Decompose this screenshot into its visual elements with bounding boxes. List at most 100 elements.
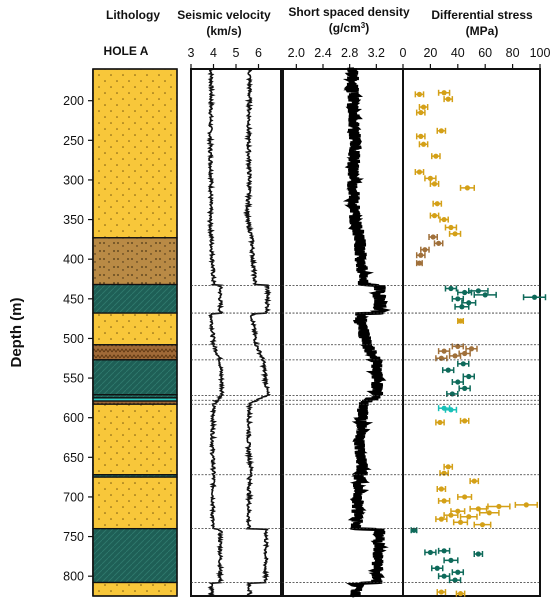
stress-point — [457, 360, 470, 367]
stress-point — [473, 521, 492, 528]
stress-marker — [427, 175, 433, 181]
stress-point — [439, 216, 449, 223]
density-tick-label: 2.0 — [288, 46, 305, 60]
stress-marker — [416, 169, 423, 175]
stress-marker — [427, 549, 433, 556]
stress-marker — [436, 240, 442, 246]
stress-point — [415, 252, 426, 259]
stress-point — [462, 373, 475, 380]
stress-point — [415, 133, 426, 140]
stress-point — [441, 367, 455, 374]
stress-point — [429, 212, 440, 219]
density-units: (g/cm3) — [329, 21, 369, 36]
stress-marker — [523, 502, 529, 508]
stress-marker — [486, 510, 492, 516]
velocity-tick-label: 5 — [233, 46, 240, 60]
stress-point — [418, 141, 429, 148]
stress-marker — [462, 418, 468, 424]
stress-marker — [452, 577, 458, 583]
stress-marker — [459, 304, 465, 310]
stress-point — [437, 89, 451, 96]
stress-marker — [422, 247, 428, 253]
velocity-units: (km/s) — [206, 24, 241, 38]
stress-marker — [437, 419, 443, 426]
stress-marker — [460, 361, 466, 367]
stress-marker — [441, 348, 447, 354]
stress-marker — [462, 350, 468, 357]
stress-marker — [448, 407, 454, 413]
litho-unit-shale — [92, 283, 178, 314]
stress-point — [410, 527, 418, 534]
stress-marker — [466, 373, 472, 380]
stress-marker — [438, 128, 444, 134]
stress-marker — [468, 346, 475, 352]
stress-point — [487, 503, 511, 510]
litho-unit-shale — [92, 527, 178, 584]
stress-marker — [457, 591, 464, 597]
stress-point — [452, 519, 469, 526]
stress-marker — [433, 153, 439, 159]
y-tick-label: 800 — [63, 570, 84, 584]
stress-frame — [402, 68, 541, 597]
stress-point — [436, 486, 447, 493]
y-tick-label: 500 — [63, 332, 84, 346]
stress-point — [451, 295, 465, 302]
stress-point — [473, 291, 497, 298]
stress-point — [437, 497, 451, 504]
stress-point — [437, 573, 451, 580]
stress-point — [420, 246, 430, 253]
velocity-frame — [190, 68, 282, 597]
stress-point — [469, 505, 488, 512]
stress-point — [415, 260, 423, 267]
density-tick-label: 3.2 — [368, 46, 385, 60]
stress-point — [431, 565, 444, 572]
velocity-curve-vs — [206, 68, 225, 597]
stress-marker — [441, 498, 447, 504]
stress-point — [435, 516, 448, 523]
stress-marker — [462, 385, 468, 391]
litho-unit-sandstone — [92, 403, 178, 476]
stress-marker — [448, 285, 454, 292]
stress-point — [448, 230, 462, 237]
litho-unit-sandstone — [92, 68, 178, 239]
stress-units: (MPa) — [466, 24, 499, 38]
stress-point — [443, 96, 454, 103]
stress-marker — [441, 573, 447, 579]
stress-point — [459, 184, 475, 191]
stress-marker — [441, 216, 447, 223]
stress-point — [439, 470, 449, 477]
stress-marker — [431, 181, 438, 187]
stress-marker — [438, 486, 444, 492]
stress-marker — [482, 292, 488, 298]
stress-point — [514, 501, 539, 508]
velocity-curve-vp — [243, 68, 272, 597]
stress-marker — [466, 300, 472, 306]
stress-marker — [471, 478, 477, 484]
stress-marker — [452, 353, 458, 359]
stress-point — [435, 419, 445, 426]
stress-marker — [418, 133, 424, 139]
stress-marker — [441, 548, 447, 554]
stress-marker — [462, 494, 468, 500]
stress-point — [436, 589, 447, 596]
density-curve — [342, 67, 392, 598]
stress-marker — [434, 565, 440, 571]
stress-marker — [434, 201, 440, 207]
stress-point — [428, 234, 438, 241]
stress-tick-label: 0 — [400, 46, 407, 60]
stress-tick-label: 40 — [451, 46, 465, 60]
stress-marker — [496, 503, 502, 510]
y-axis-title: Depth (m) — [8, 298, 25, 368]
stress-marker — [416, 91, 423, 97]
stress-marker — [416, 260, 423, 266]
stress-marker — [457, 318, 464, 324]
stress-point — [454, 303, 470, 310]
stress-marker — [455, 569, 461, 575]
litho-unit-sandstone — [92, 312, 178, 346]
stress-marker — [448, 224, 454, 231]
y-tick-label: 700 — [63, 490, 84, 504]
stress-point — [437, 547, 451, 554]
stress-marker — [430, 234, 436, 240]
lithology-title: Lithology — [106, 8, 160, 22]
stress-point — [459, 417, 470, 424]
